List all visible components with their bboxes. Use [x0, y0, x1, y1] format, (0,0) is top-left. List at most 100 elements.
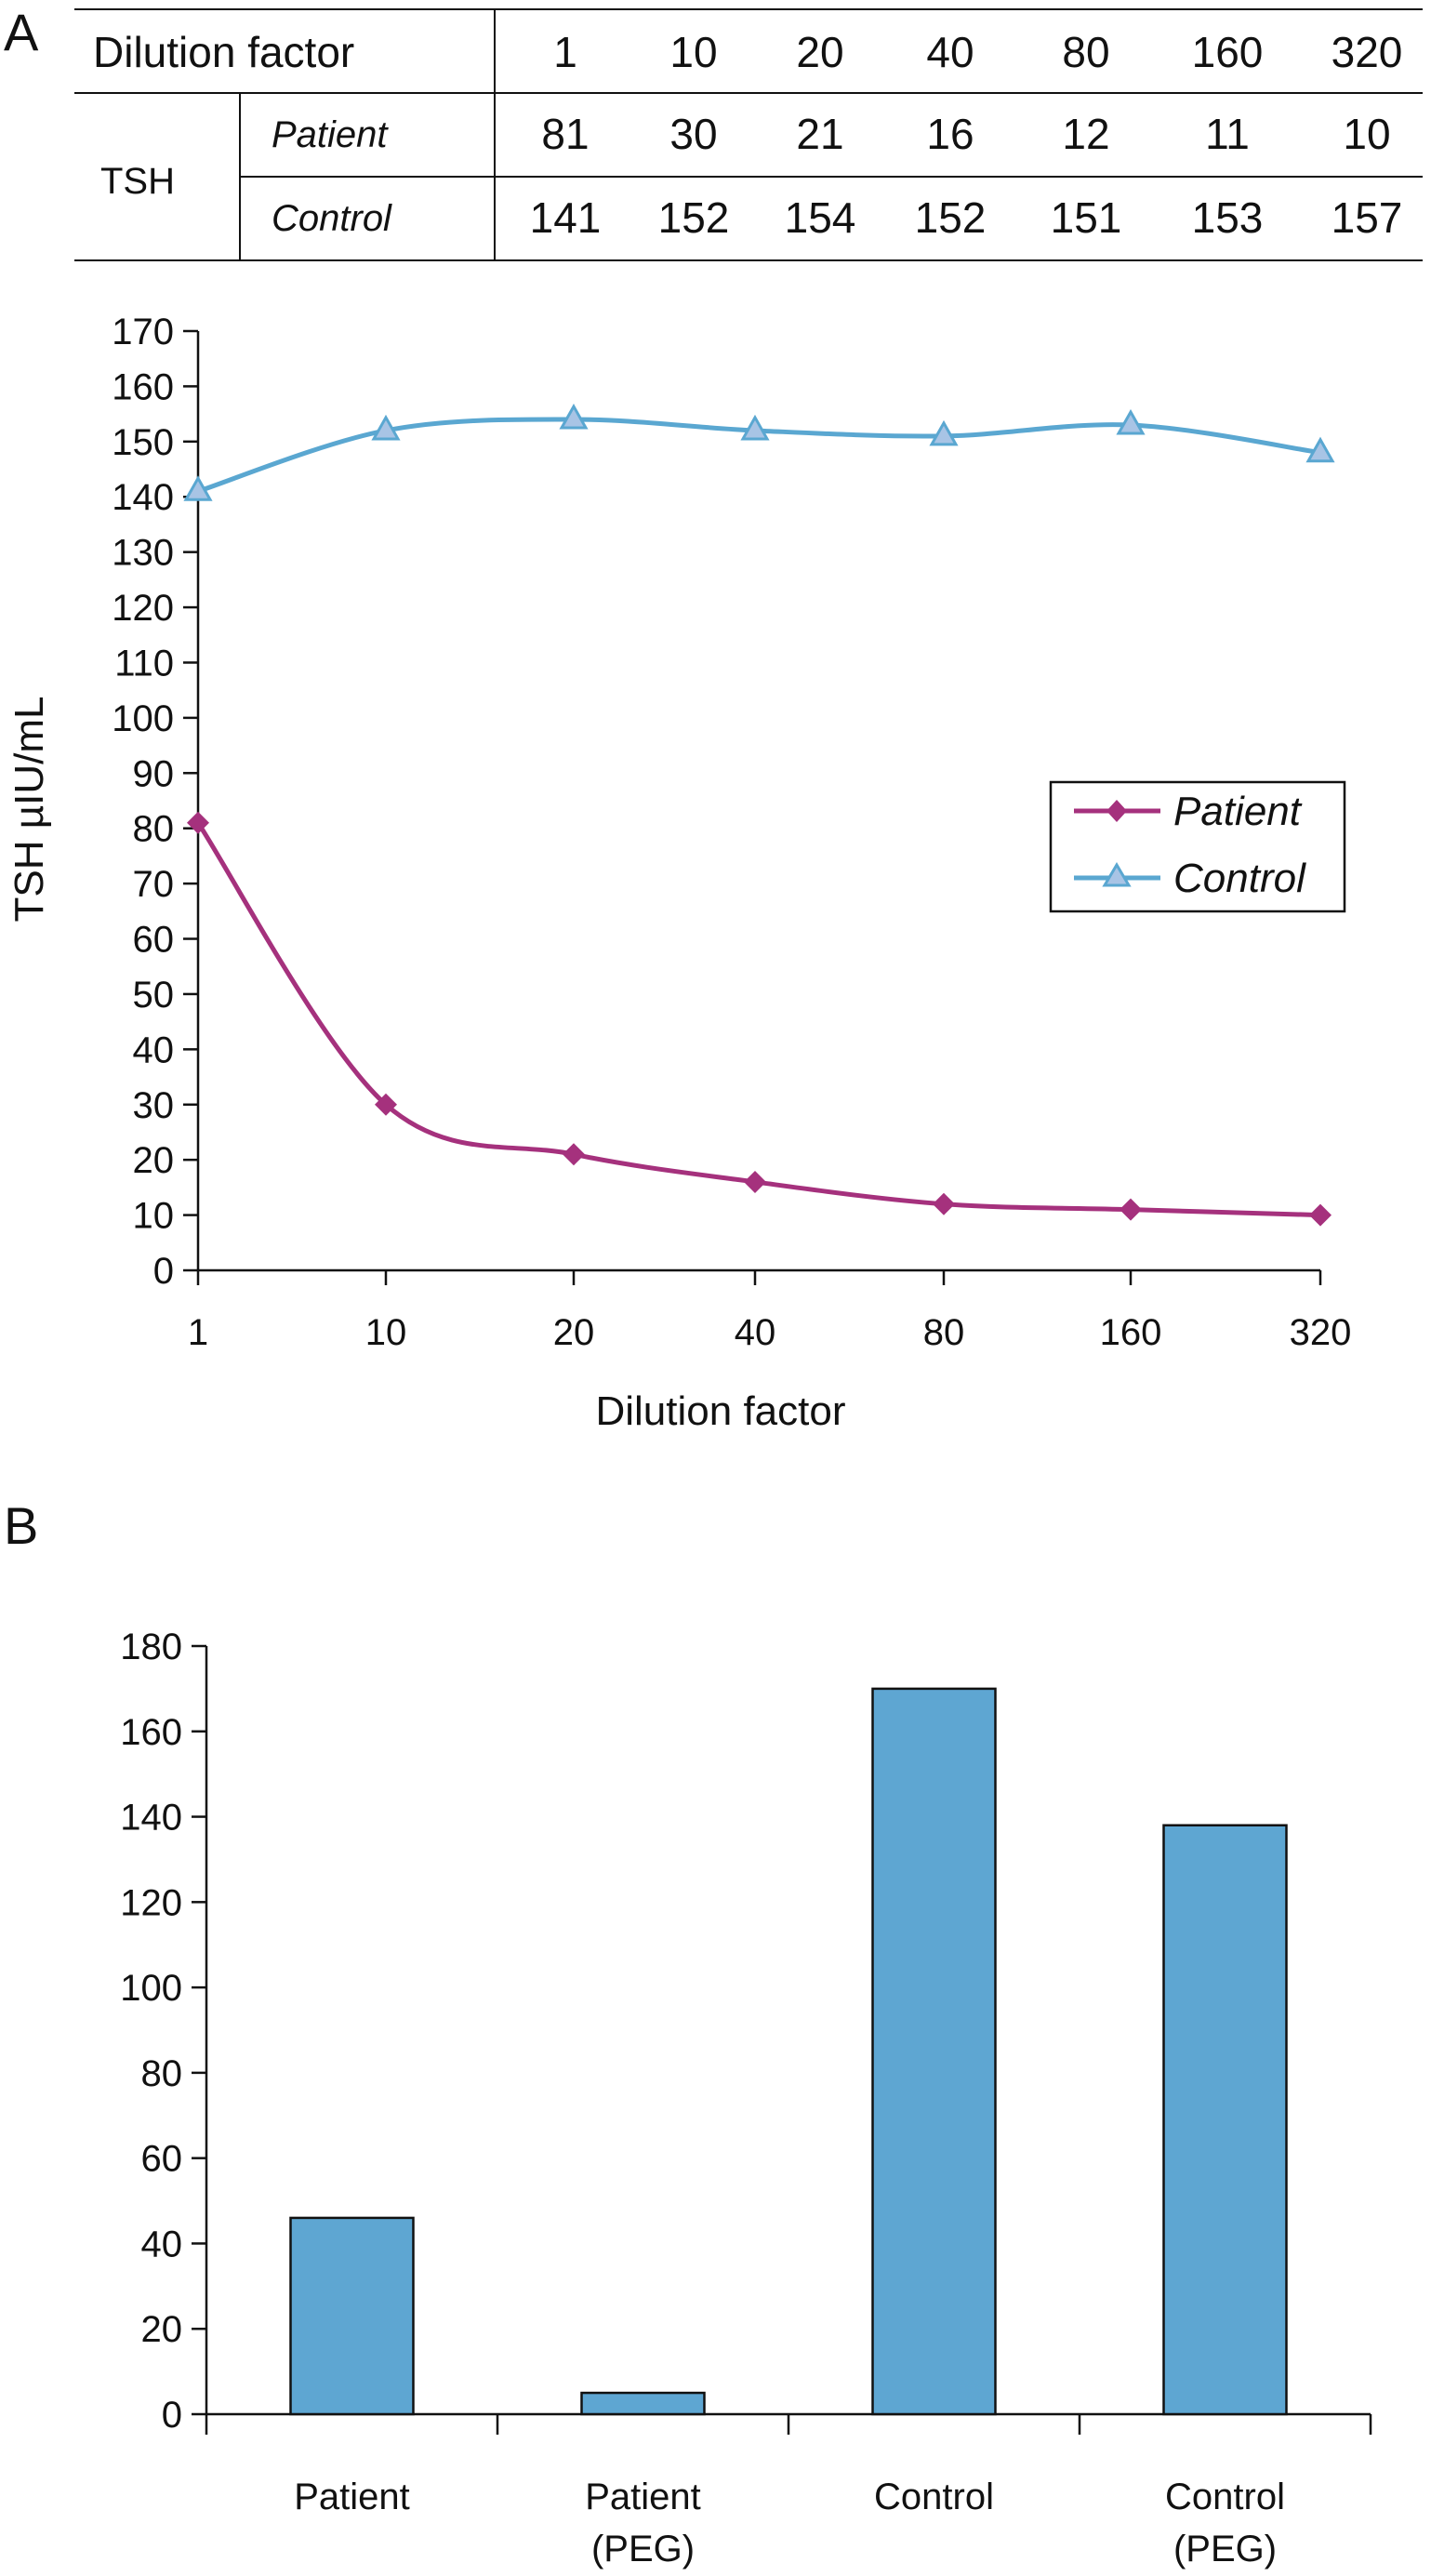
line-chart-x-tick-label: 160: [1100, 1312, 1162, 1353]
line-chart-y-tick-label: 10: [133, 1196, 175, 1237]
panel-b-label: B: [4, 1496, 38, 1555]
legend-label-control: Control: [1173, 856, 1306, 901]
line-chart-series: [183, 404, 1335, 1227]
data-point-control: [559, 404, 589, 430]
table-header-cell: 10: [669, 28, 717, 76]
line-chart-y-tick-label: 60: [133, 920, 175, 961]
data-point-patient: [563, 1143, 585, 1166]
bar-chart-y-tick-label: 40: [141, 2224, 183, 2264]
table-header-label: Dilution factor: [93, 28, 354, 76]
table-row-group-label: TSH: [100, 161, 175, 202]
bar-chart-x-tick-label: (PEG): [591, 2529, 695, 2569]
data-point-control: [183, 475, 213, 501]
table-cell: 152: [658, 193, 730, 242]
bar: [580, 2391, 706, 2416]
bar-chart-y-axis: 0 20 40 60 80 100 120 140 160 180: [120, 1627, 208, 2436]
data-point-patient: [1120, 1198, 1142, 1221]
bar-chart-x-tick-label: Control: [1165, 2476, 1285, 2517]
line-chart-y-tick-label: 90: [133, 753, 175, 794]
table-cell: 10: [1343, 110, 1390, 158]
data-point-patient: [1309, 1203, 1332, 1227]
line-chart-y-tick-label: 70: [133, 864, 175, 905]
table-header-cell: 40: [926, 28, 974, 76]
line-chart-y-tick-label: 140: [112, 477, 174, 518]
table-cell: 11: [1205, 110, 1250, 158]
data-point-patient: [933, 1192, 955, 1215]
table-header-cell: 1: [553, 28, 577, 76]
panel-a-label: A: [4, 3, 39, 61]
bar-chart-y-tick-label: 160: [120, 1712, 182, 1753]
line-chart-y-tick-label: 30: [133, 1085, 175, 1126]
bar-chart-y-tick-label: 180: [120, 1627, 182, 1667]
dilution-table: Dilution factor TSH Patient Control 1 10 2…: [74, 8, 1423, 261]
bar-chart-y-tick-label: 100: [120, 1968, 182, 2009]
bar-chart-x-tick-label: Patient: [294, 2476, 410, 2517]
data-point-patient: [187, 811, 209, 834]
table-cell: 16: [926, 110, 974, 158]
line-chart-y-tick-label: 160: [112, 366, 174, 407]
line-chart-y-axis-title: TSH µIU/mL: [7, 697, 52, 923]
line-chart-x-tick-label: 20: [553, 1312, 595, 1353]
table-cell: 12: [1062, 110, 1109, 158]
data-point-control: [740, 414, 770, 441]
table-header-cell: 160: [1192, 28, 1264, 76]
table-cell: 154: [785, 193, 856, 242]
bar-chart-x-axis: Patient Patient (PEG) Control Control (PEG): [205, 2412, 1372, 2569]
data-point-patient: [375, 1093, 397, 1116]
line-chart-y-tick-label: 20: [133, 1140, 175, 1181]
line-chart-x-tick-label: 10: [365, 1312, 407, 1353]
data-point-control: [929, 419, 959, 446]
line-chart-y-tick-label: 110: [114, 643, 174, 684]
line-chart-x-tick-label: 40: [735, 1312, 776, 1353]
line-chart-legend: Patient Control: [1049, 780, 1346, 913]
legend-marker-control: [1102, 862, 1132, 887]
table-cell: 152: [915, 193, 987, 242]
line-chart-x-tick-label: 320: [1290, 1312, 1352, 1353]
table-cell: 141: [530, 193, 602, 242]
line-chart-y-tick-label: 40: [133, 1029, 175, 1070]
line-chart-x-axis-title: Dilution factor: [595, 1388, 845, 1434]
bar-chart-x-tick-label: Control: [874, 2476, 994, 2517]
data-point-control: [1305, 436, 1335, 463]
data-point-control: [371, 414, 401, 441]
bar-chart-y-tick-label: 140: [120, 1798, 182, 1839]
bar-chart: 0 20 40 60 80 100 120 140 160 180 Patient Patient (…: [120, 1627, 1372, 2569]
line-chart-y-tick-label: 130: [112, 533, 174, 574]
line-chart-x-tick-label: 1: [188, 1312, 208, 1353]
table-cell: 157: [1332, 193, 1403, 242]
table-header-cell: 80: [1062, 28, 1109, 76]
legend-label-patient: Patient: [1173, 789, 1303, 834]
bar-chart-y-tick-label: 120: [120, 1882, 182, 1923]
data-point-patient: [744, 1170, 766, 1193]
line-chart-y-tick-label: 80: [133, 809, 175, 850]
legend-box: [1049, 780, 1346, 913]
bar: [289, 2216, 415, 2416]
table-row-label-control: Control: [272, 198, 392, 239]
bar-chart-x-tick-label: Patient: [585, 2476, 701, 2517]
line-chart-y-tick-label: 50: [133, 975, 175, 1016]
table-header-cell: 20: [796, 28, 843, 76]
bar-chart-x-tick-label: (PEG): [1173, 2529, 1277, 2569]
table-cell: 30: [669, 110, 717, 158]
bar-chart-y-tick-label: 60: [141, 2139, 183, 2180]
bar-chart-y-tick-label: 20: [141, 2309, 183, 2350]
line-chart-y-tick-label: 0: [153, 1251, 174, 1292]
line-chart-x-tick-label: 80: [923, 1312, 965, 1353]
bar: [871, 1687, 997, 2416]
table-header-cell: 320: [1332, 28, 1403, 76]
line-chart-y-tick-label: 150: [112, 422, 174, 463]
line-chart-y-tick-label: 170: [112, 312, 174, 352]
bar-chart-bars: [289, 1687, 1288, 2416]
line-chart-y-axis: 0 10 20 30 40 50 60 70 80 90 100 110 120 130 140 150 160…: [112, 312, 200, 1292]
bar-chart-y-tick-label: 80: [141, 2053, 183, 2094]
bar: [1162, 1824, 1288, 2416]
bar-chart-y-tick-label: 0: [162, 2395, 182, 2436]
table-cell: 21: [796, 110, 843, 158]
line-chart-x-axis: 1 10 20 40 80 160 320: [188, 1268, 1352, 1353]
line-chart-y-tick-label: 100: [112, 698, 174, 739]
legend-marker-patient: [1106, 800, 1127, 822]
line-chart: 0102030405060708090100110120130140150160…: [7, 312, 1351, 1434]
table-cell: 151: [1051, 193, 1122, 242]
table-cell: 153: [1192, 193, 1264, 242]
